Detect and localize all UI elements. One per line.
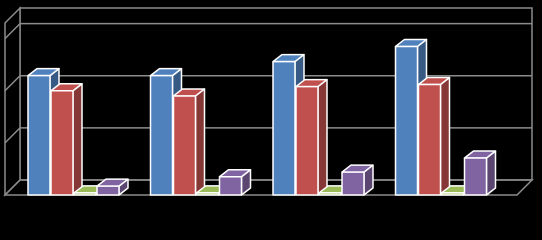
- bar: [50, 90, 74, 196]
- grid-line: [4, 75, 532, 92]
- bar: [195, 192, 220, 196]
- bar: [417, 83, 442, 196]
- grid-line: [4, 127, 532, 144]
- chart: [3, 6, 534, 197]
- bar: [394, 45, 419, 196]
- bar: [440, 192, 465, 196]
- bar: [341, 171, 365, 196]
- bar: [318, 192, 342, 196]
- bar-side: [194, 88, 206, 196]
- bar: [149, 74, 174, 196]
- bar: [463, 157, 488, 196]
- page: (() => { const data = JSON.parse(documen…: [3, 6, 534, 197]
- bar-side: [439, 76, 451, 196]
- bar: [172, 95, 197, 196]
- bar: [73, 192, 97, 196]
- bar: [96, 185, 120, 196]
- bar-side: [317, 78, 328, 196]
- bar-side: [72, 83, 83, 196]
- bar: [295, 85, 319, 196]
- grid-line: [4, 22, 532, 40]
- bar: [27, 74, 51, 196]
- bar: [272, 60, 296, 196]
- bar: [218, 176, 243, 196]
